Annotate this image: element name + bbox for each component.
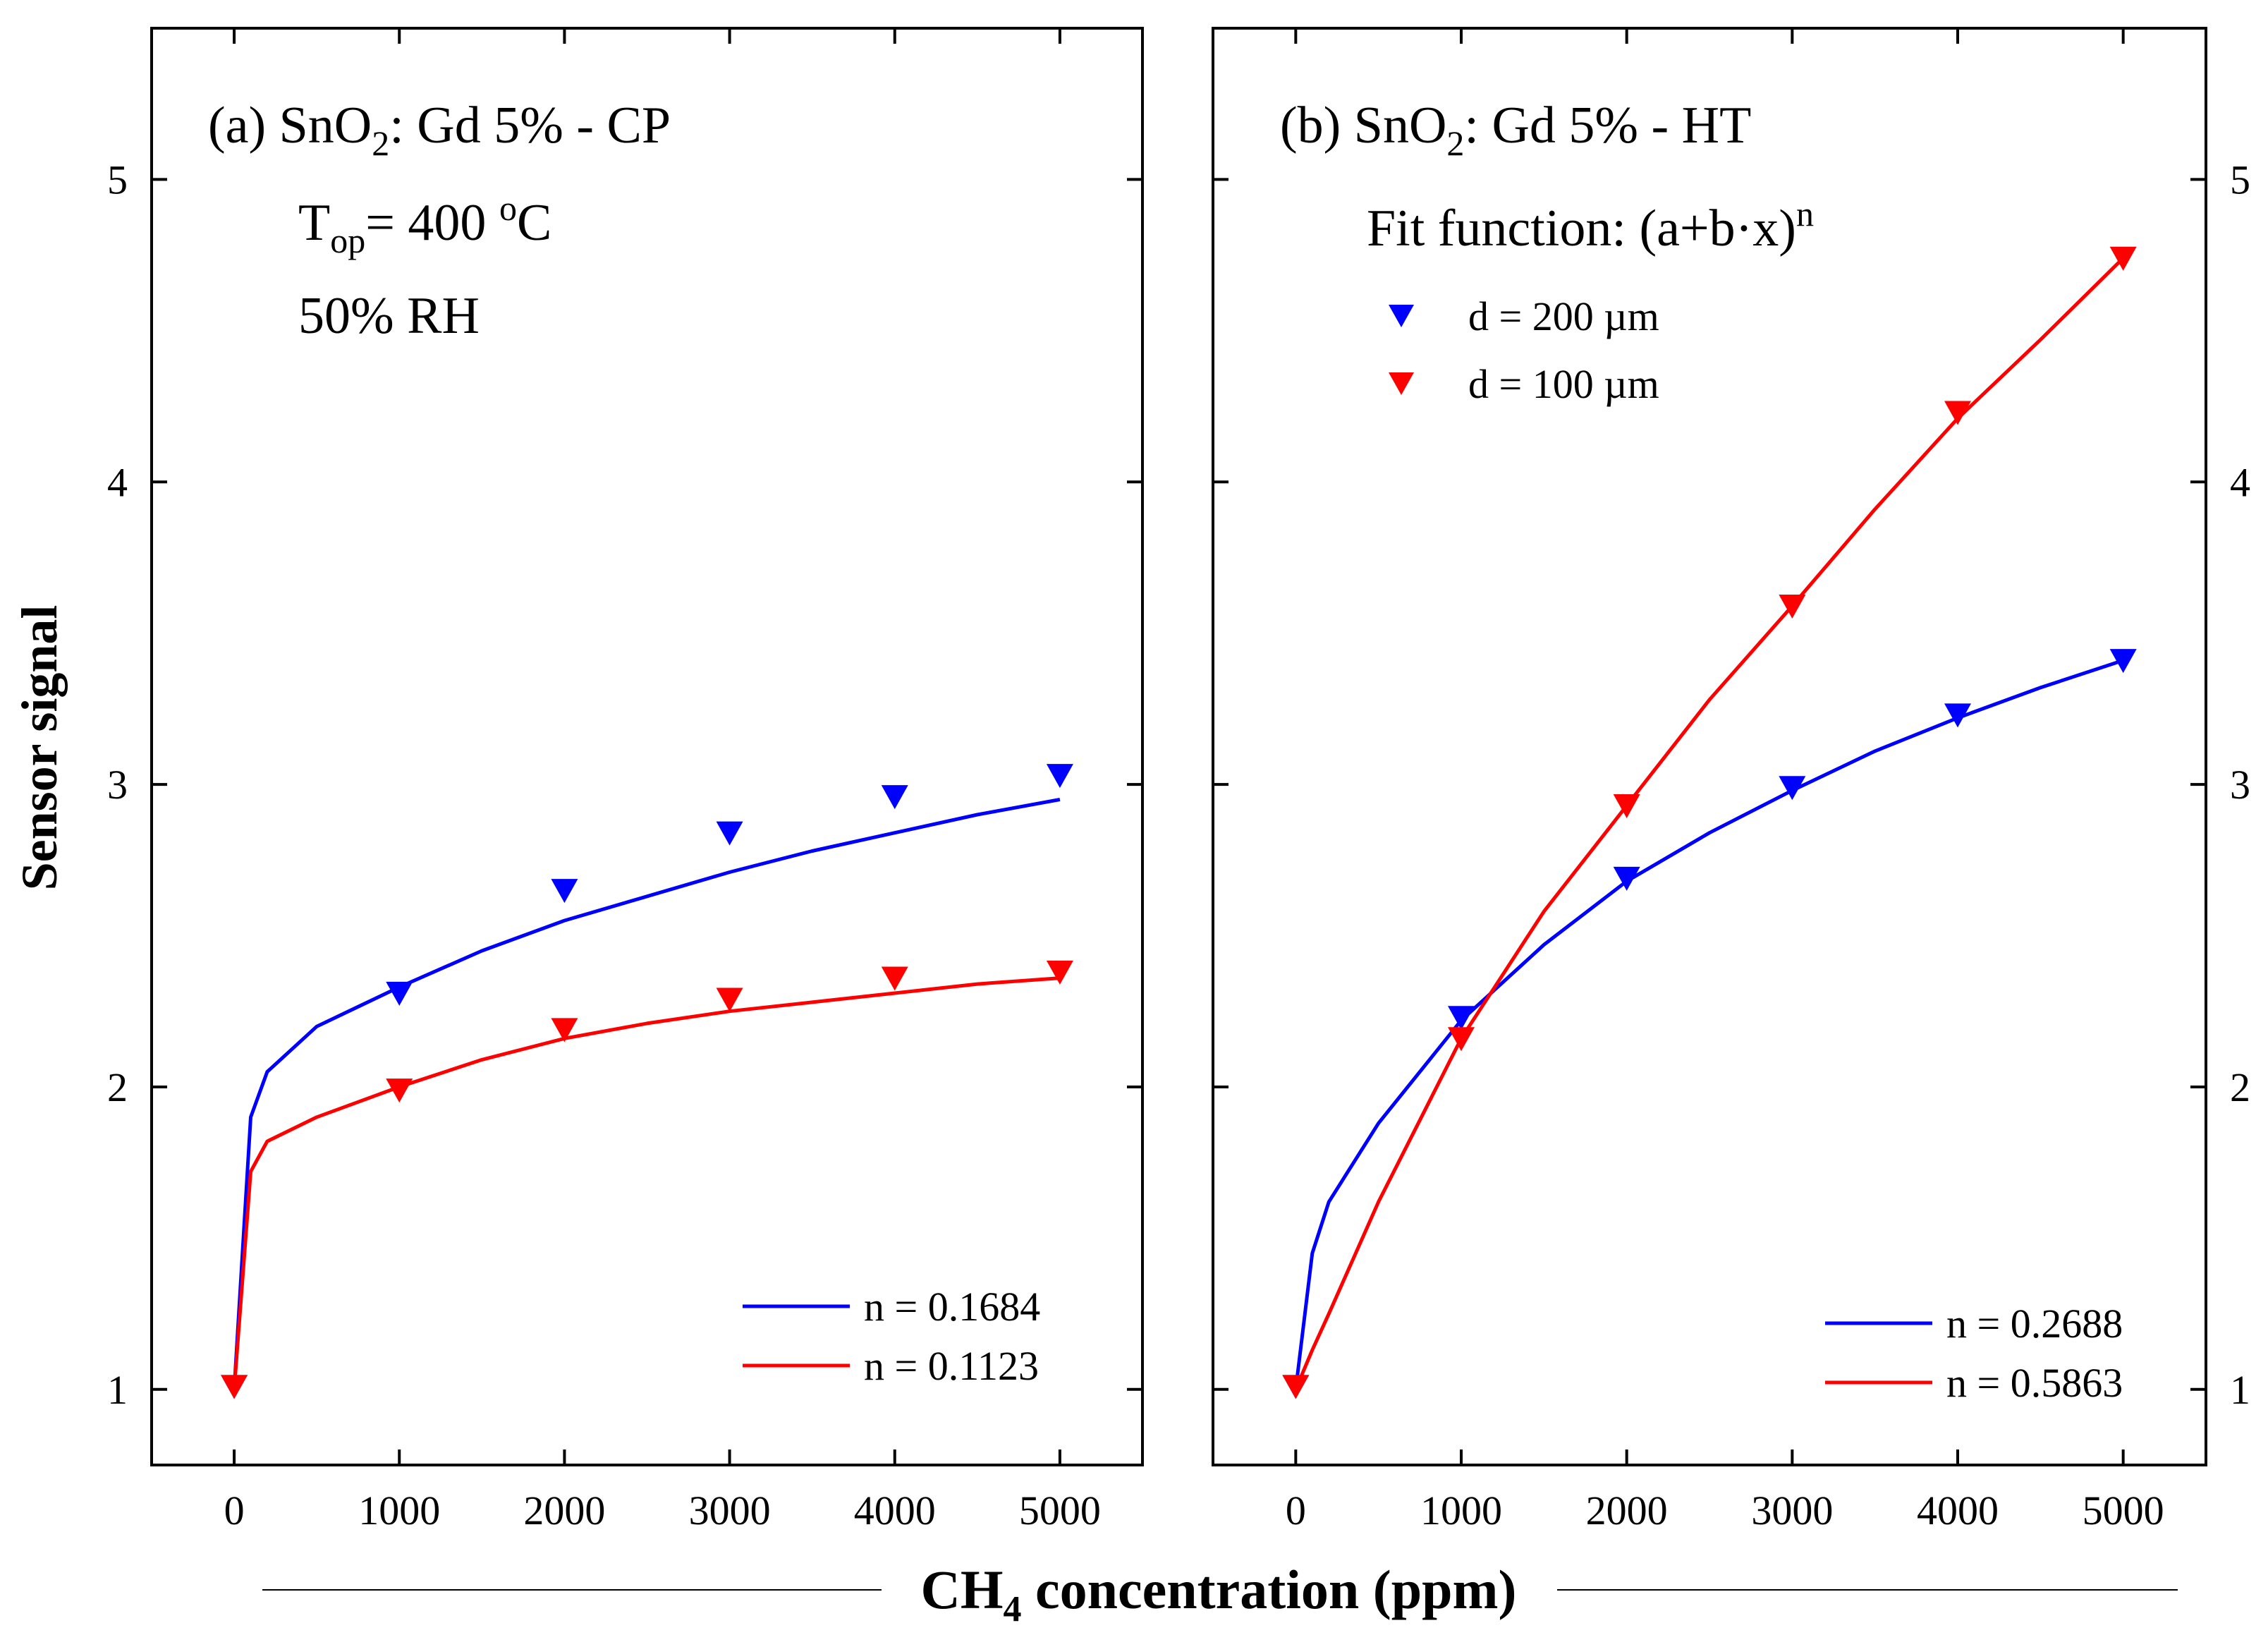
panel-a: 0 1000 2000 3000 4000 5000 1 2 3 4 5 (a) SnO2: Gd 5… <box>107 27 1144 1533</box>
data-point-series-0 <box>1613 866 1640 891</box>
annotation: Fit function: (a+b·x)n <box>1367 194 1814 257</box>
data-point-series-1 <box>221 1375 248 1399</box>
data-point-series-1 <box>881 966 908 991</box>
x-tick-label: 3000 <box>1751 1488 1833 1533</box>
x-tick-label: 0 <box>224 1488 245 1533</box>
marker-legend-label: d = 100 µm <box>1468 361 1659 407</box>
y-tick-label: 5 <box>107 157 128 202</box>
x-tick-label: 5000 <box>1019 1488 1101 1533</box>
fit-curve-series-1 <box>1293 257 2125 1390</box>
x-tick-label: 2000 <box>523 1488 605 1533</box>
y-tick-label: 4 <box>2230 459 2250 505</box>
data-point-series-1 <box>1046 960 1073 985</box>
marker-legend-symbol <box>1389 372 1414 395</box>
y-tick-label: 3 <box>2230 762 2250 808</box>
y-tick-label: 2 <box>2230 1064 2250 1110</box>
annotation: 50% RH <box>298 287 480 345</box>
marker-legend-label: d = 200 µm <box>1468 293 1659 339</box>
x-tick-label: 0 <box>1286 1488 1306 1533</box>
fit-curve-series-0 <box>1293 658 2124 1390</box>
data-point-series-1 <box>1944 401 1971 425</box>
data-point-series-1 <box>551 1018 578 1043</box>
x-tick-label: 1000 <box>358 1488 440 1533</box>
data-point-series-1 <box>716 987 743 1012</box>
data-point-series-0 <box>1448 1006 1475 1031</box>
x-tick-label: 4000 <box>854 1488 936 1533</box>
y-tick-label: 2 <box>107 1064 128 1110</box>
x-tick-label: 4000 <box>1917 1488 1999 1533</box>
data-point-series-1 <box>1779 594 1806 619</box>
data-point-series-0 <box>881 785 908 810</box>
y-tick-label: 1 <box>2230 1367 2250 1413</box>
plot-frame <box>1212 27 2207 1466</box>
y-axis-label: Sensor signal <box>11 605 68 891</box>
panel-b: 0 1000 2000 3000 4000 5000 1 2 3 4 5 (b) SnO2: Gd 5… <box>1212 27 2250 1533</box>
data-point-series-0 <box>2109 649 2137 674</box>
data-point-series-1 <box>1282 1375 1310 1399</box>
data-point-series-1 <box>1613 794 1640 819</box>
legend-label: n = 0.1123 <box>864 1343 1039 1389</box>
data-point-series-0 <box>1944 703 1971 728</box>
y-tick-label: 1 <box>107 1367 128 1413</box>
y-tick-label: 5 <box>2230 157 2250 202</box>
x-tick-label: 2000 <box>1586 1488 1668 1533</box>
legend-label: n = 0.1684 <box>864 1284 1040 1330</box>
annotation: Top= 400 oC <box>298 188 551 260</box>
y-tick-label: 3 <box>107 762 128 808</box>
data-point-series-0 <box>1046 764 1073 789</box>
data-point-series-1 <box>2109 246 2137 271</box>
fit-curve-series-0 <box>232 798 1061 1390</box>
plot-frame <box>150 27 1144 1466</box>
data-point-series-1 <box>1448 1027 1475 1052</box>
legend-label: n = 0.5863 <box>1946 1360 2123 1406</box>
legend-label: n = 0.2688 <box>1946 1301 2123 1347</box>
data-point-series-0 <box>1779 776 1806 801</box>
data-point-series-1 <box>386 1078 413 1103</box>
x-axis-label: CH4 concentration (ppm) <box>921 1559 1517 1629</box>
x-tick-label: 1000 <box>1420 1488 1502 1533</box>
x-tick-label: 3000 <box>689 1488 771 1533</box>
y-tick-label: 4 <box>107 459 128 505</box>
data-point-series-0 <box>386 981 413 1006</box>
marker-legend-symbol <box>1389 305 1414 327</box>
data-point-series-0 <box>716 821 743 846</box>
panel-title: (b) SnO2: Gd 5% - HT <box>1280 97 1751 163</box>
data-point-series-0 <box>551 879 578 904</box>
x-tick-label: 5000 <box>2083 1488 2164 1533</box>
panel-title: (a) SnO2: Gd 5% - CP <box>208 97 671 163</box>
